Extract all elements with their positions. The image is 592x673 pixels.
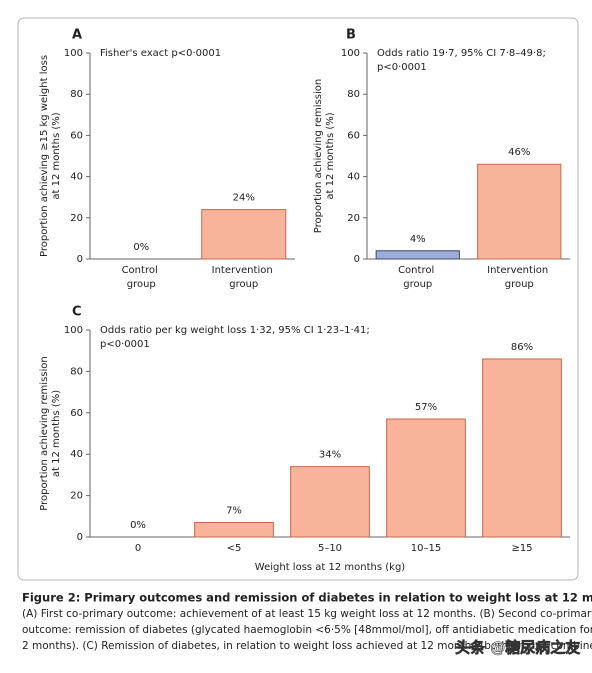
caption-title: Figure 2: Primary outcomes and remission… [22,591,592,605]
x-tick-label: 0 [135,543,141,554]
bar [194,522,274,538]
y-tick-label: 20 [70,213,83,224]
value-label: 86% [511,342,533,353]
x-axis-label: Weight loss at 12 months (kg) [255,562,406,573]
x-tick-label: 10–15 [411,543,441,554]
caption-line: (A) First co-primary outcome: achievemen… [22,608,592,620]
value-label: 4% [410,234,426,245]
y-tick-label: 20 [347,213,360,224]
y-axis-label: at 12 months (%) [51,390,62,477]
bar [290,466,370,538]
panel-letter: A [72,28,82,43]
x-tick-label: Intervention group [212,265,276,290]
watermark: 头条 @糖尿病之友 [455,639,580,657]
caption-line: 2 months). (C) Remission of diabetes, in… [22,640,592,652]
y-tick-label: 80 [70,366,83,377]
bar [477,163,562,260]
y-tick-label: 100 [64,325,83,336]
x-tick-label: ≥15 [511,543,532,554]
y-tick-label: 40 [70,449,83,460]
x-tick-label: Intervention group [487,265,551,290]
y-tick-label: 80 [70,89,83,100]
y-tick-label: 100 [64,48,83,59]
x-tick-label: <5 [227,543,242,554]
value-label: 0% [130,520,146,531]
y-axis-label: Proportion achieving remission [39,356,50,510]
value-label: 57% [415,402,437,413]
y-axis-label: at 12 months (%) [51,112,62,199]
value-label: 0% [133,242,149,253]
annotation: p<0·0001 [377,62,427,73]
value-label: 24% [233,193,255,204]
y-tick-label: 20 [70,491,83,502]
annotation: Odds ratio per kg weight loss 1·32, 95% … [100,325,370,336]
caption-line: outcome: remission of diabetes (glycated… [22,624,592,636]
y-tick-label: 0 [354,254,360,265]
annotation: Odds ratio 19·7, 95% CI 7·8–49·8; [377,48,546,59]
y-tick-label: 40 [70,172,83,183]
x-tick-label: Control group [122,265,161,290]
y-tick-label: 60 [347,130,360,141]
y-tick-label: 60 [70,408,83,419]
y-tick-label: 0 [77,532,83,543]
bar [201,209,287,260]
bar [375,250,460,260]
value-label: 34% [319,450,341,461]
y-tick-label: 80 [347,89,360,100]
x-tick-label: Control group [398,265,437,290]
y-axis-label: at 12 months (%) [325,112,336,199]
value-label: 46% [508,147,530,158]
y-axis-label: Proportion achieving remission [313,79,324,233]
panel-letter: B [346,28,356,43]
y-tick-label: 40 [347,172,360,183]
annotation: Fisher's exact p<0·0001 [100,48,221,59]
y-tick-label: 100 [341,48,360,59]
y-tick-label: 0 [77,254,83,265]
annotation: p<0·0001 [100,339,150,350]
panel-letter: C [72,305,82,320]
bar [386,418,466,538]
y-tick-label: 60 [70,130,83,141]
value-label: 7% [226,506,242,517]
x-tick-label: 5–10 [318,543,342,554]
bar [482,358,562,538]
y-axis-label: Proportion achieving ≥15 kg weight loss [39,55,50,257]
